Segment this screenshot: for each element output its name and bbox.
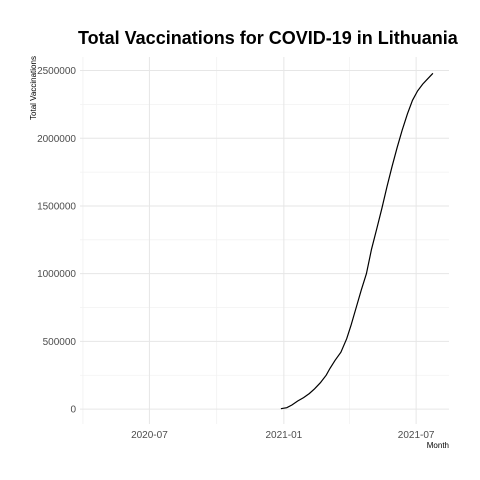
- y-axis-label: Total Vaccinations: [29, 56, 38, 120]
- y-tick-label: 500000: [43, 337, 77, 348]
- x-tick-label: 2021-01: [266, 430, 303, 441]
- chart-title: Total Vaccinations for COVID-19 in Lithu…: [78, 28, 459, 48]
- y-tick-label: 0: [70, 405, 76, 416]
- total-vaccinations-line: [280, 72, 434, 410]
- y-tick-label: 1500000: [37, 201, 76, 212]
- grid: [80, 57, 449, 424]
- y-tick-label: 2000000: [37, 134, 76, 145]
- y-tick-label: 2500000: [37, 66, 76, 77]
- y-axis-ticks: 0 500000 1000000 1500000 2000000 2500000: [37, 66, 76, 416]
- x-tick-label: 2020-07: [131, 430, 168, 441]
- y-tick-label: 1000000: [37, 269, 76, 280]
- x-axis-label: Month: [427, 441, 449, 450]
- x-axis-ticks: 2020-07 2021-01 2021-07: [131, 430, 435, 441]
- x-tick-label: 2021-07: [398, 430, 435, 441]
